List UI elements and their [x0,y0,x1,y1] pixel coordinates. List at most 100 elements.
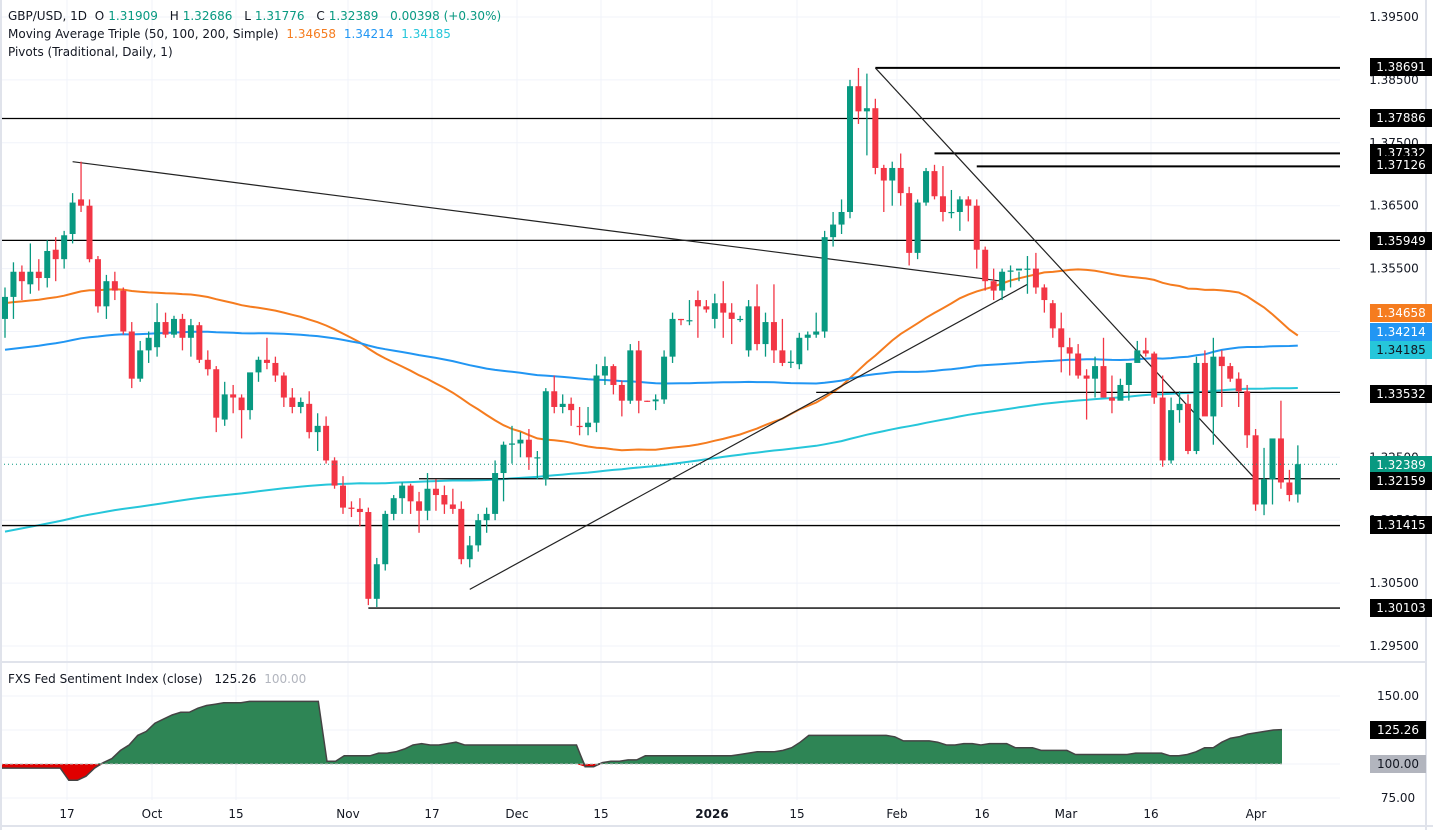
candle[interactable] [568,397,575,426]
candle[interactable] [458,501,465,565]
candle[interactable] [263,337,270,370]
candle[interactable] [1277,400,1284,489]
candle[interactable] [551,375,558,414]
candle[interactable] [872,98,879,175]
candle[interactable] [289,388,296,414]
trendline[interactable] [72,161,1003,282]
candle[interactable] [1210,337,1217,445]
candle[interactable] [711,293,718,329]
candle[interactable] [230,384,237,414]
candle[interactable] [973,199,980,269]
candle[interactable] [213,366,220,433]
candle[interactable] [407,483,414,514]
candle[interactable] [500,441,507,502]
candle[interactable] [923,167,930,206]
candle[interactable] [652,394,659,411]
candle[interactable] [644,400,651,402]
candle[interactable] [610,364,617,395]
candle[interactable] [61,230,68,269]
candle[interactable] [1244,384,1251,448]
candle[interactable] [1032,252,1039,294]
candle[interactable] [103,274,110,319]
candle[interactable] [1134,340,1141,363]
candle[interactable] [1075,344,1082,379]
candle[interactable] [1058,312,1065,373]
candle[interactable] [78,161,85,212]
candle[interactable] [1235,372,1242,407]
trendline[interactable] [874,67,1257,480]
candle[interactable] [1024,256,1031,294]
candle[interactable] [323,416,330,464]
candle[interactable] [965,196,972,222]
candle[interactable] [796,332,803,370]
candle[interactable] [1083,369,1090,420]
candle[interactable] [348,501,355,518]
candle[interactable] [830,211,837,247]
candle[interactable] [1294,445,1301,503]
candle[interactable] [247,372,254,420]
candle[interactable] [331,457,338,489]
candle[interactable] [939,166,946,222]
candle[interactable] [356,498,363,527]
candle[interactable] [128,322,135,389]
candle[interactable] [432,479,439,511]
candle[interactable] [424,473,431,521]
candle[interactable] [382,510,389,571]
candle[interactable] [196,322,203,363]
candle[interactable] [821,230,828,338]
time-axis[interactable]: 17 Oct 15 Nov 17 Dec 15 2026 15 Feb 16 Mar 16 Apr [59,807,1266,821]
candle[interactable] [204,350,211,376]
candle[interactable] [703,300,710,313]
candle[interactable] [762,312,769,357]
candle[interactable] [297,397,304,414]
candle[interactable] [1193,356,1200,455]
candle[interactable] [2,287,8,338]
candle[interactable] [838,199,845,235]
candle[interactable] [1092,356,1099,398]
candle[interactable] [35,259,42,291]
candle[interactable] [593,364,600,433]
candle[interactable] [754,284,761,351]
candle[interactable] [69,193,76,244]
candle[interactable] [416,491,423,533]
symbol-legend[interactable]: GBP/USD, 1D O 1.31909 H 1.32686 L 1.31776 C… [8,8,505,24]
candle[interactable] [1108,375,1115,414]
ma-legend[interactable]: Moving Average Triple (50, 100, 200, Sim… [8,26,455,42]
candle[interactable] [1125,362,1132,401]
candle[interactable] [18,265,25,301]
candle[interactable] [880,164,887,212]
candle[interactable] [576,406,583,436]
candle[interactable] [44,240,51,288]
candle[interactable] [1159,375,1166,467]
candle[interactable] [694,290,701,338]
trendline[interactable] [469,283,1028,590]
candle[interactable] [804,331,811,351]
candle[interactable] [1016,268,1022,282]
candle[interactable] [373,557,380,608]
candle[interactable] [1066,337,1073,376]
candle[interactable] [340,476,346,514]
candle[interactable] [542,388,549,486]
candle[interactable] [618,380,625,417]
candle[interactable] [1218,350,1225,407]
candle[interactable] [390,495,397,521]
candle[interactable] [10,262,17,319]
candle[interactable] [399,482,406,514]
candle[interactable] [162,312,169,338]
candle[interactable] [1117,378,1124,401]
candle[interactable] [154,303,161,357]
candle[interactable] [221,381,228,426]
candle[interactable] [111,271,118,301]
candle[interactable] [1252,428,1259,511]
candle[interactable] [931,164,938,200]
candle[interactable] [365,507,372,606]
candle[interactable] [889,161,896,206]
sentiment-area[interactable] [0,700,1283,782]
candle[interactable] [52,237,59,282]
candle[interactable] [601,356,608,385]
candle[interactable] [635,340,642,414]
candle[interactable] [1227,362,1234,382]
candle[interactable] [855,67,862,124]
